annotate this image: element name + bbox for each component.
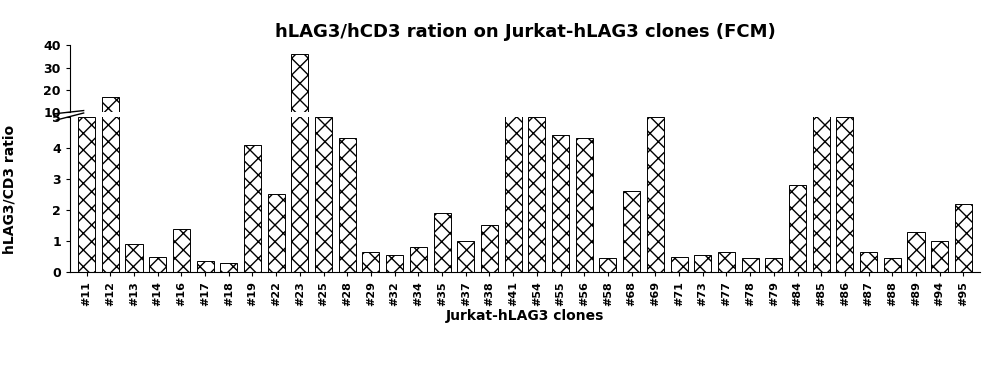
Bar (220, 263, 237, 272)
Bar (860, 252, 877, 272)
Bar (576, 125, 593, 134)
Bar (860, 133, 877, 134)
Bar (434, 213, 451, 272)
Bar (528, 123, 545, 134)
Bar (742, 133, 759, 134)
Bar (362, 252, 379, 272)
Bar (576, 138, 593, 272)
Bar (173, 131, 190, 134)
Bar (528, 116, 545, 272)
X-axis label: Jurkat-hLAG3 clones: Jurkat-hLAG3 clones (446, 309, 604, 323)
Bar (505, 39, 522, 272)
Bar (623, 191, 640, 272)
Bar (836, 116, 853, 272)
Bar (481, 225, 498, 272)
Bar (765, 133, 782, 134)
Bar (457, 132, 474, 134)
Bar (291, 0, 308, 272)
Bar (742, 258, 759, 272)
Bar (647, 116, 664, 272)
Bar (102, 96, 119, 134)
Bar (434, 130, 451, 134)
Bar (647, 123, 664, 134)
Bar (623, 129, 640, 134)
Bar (149, 257, 166, 272)
Bar (552, 124, 569, 134)
Bar (362, 133, 379, 134)
Bar (955, 129, 972, 134)
Bar (386, 255, 403, 272)
Bar (339, 138, 356, 272)
Bar (955, 204, 972, 272)
Bar (552, 135, 569, 272)
Bar (197, 133, 214, 134)
Bar (410, 133, 427, 134)
Bar (102, 0, 119, 272)
Bar (813, 113, 830, 134)
Bar (173, 229, 190, 272)
Bar (78, 116, 95, 272)
Bar (931, 241, 948, 272)
Bar (268, 129, 285, 134)
Bar (813, 0, 830, 272)
Bar (410, 247, 427, 272)
Bar (694, 133, 711, 134)
Bar (291, 54, 308, 134)
Text: hLAG3/CD3 ratio: hLAG3/CD3 ratio (3, 124, 17, 254)
Bar (315, 123, 332, 134)
Bar (457, 241, 474, 272)
Bar (481, 131, 498, 134)
Bar (765, 258, 782, 272)
Bar (315, 116, 332, 272)
Bar (907, 232, 925, 272)
Bar (718, 133, 735, 134)
Bar (339, 125, 356, 134)
Bar (197, 261, 214, 272)
Bar (386, 133, 403, 134)
Bar (244, 125, 261, 134)
Bar (671, 133, 688, 134)
Bar (931, 132, 948, 134)
Bar (789, 128, 806, 134)
Bar (694, 255, 711, 272)
Bar (599, 133, 616, 134)
Bar (125, 244, 143, 272)
Bar (718, 252, 735, 272)
Bar (884, 258, 901, 272)
Bar (125, 132, 143, 134)
Bar (907, 132, 925, 134)
Bar (268, 194, 285, 272)
Title: hLAG3/hCD3 ration on Jurkat-hLAG3 clones (FCM): hLAG3/hCD3 ration on Jurkat-hLAG3 clones… (275, 23, 775, 41)
Bar (789, 185, 806, 272)
Bar (671, 257, 688, 272)
Bar (78, 123, 95, 134)
Bar (836, 123, 853, 134)
Bar (884, 133, 901, 134)
Bar (505, 118, 522, 134)
Bar (149, 133, 166, 134)
Bar (599, 258, 616, 272)
Bar (244, 144, 261, 272)
